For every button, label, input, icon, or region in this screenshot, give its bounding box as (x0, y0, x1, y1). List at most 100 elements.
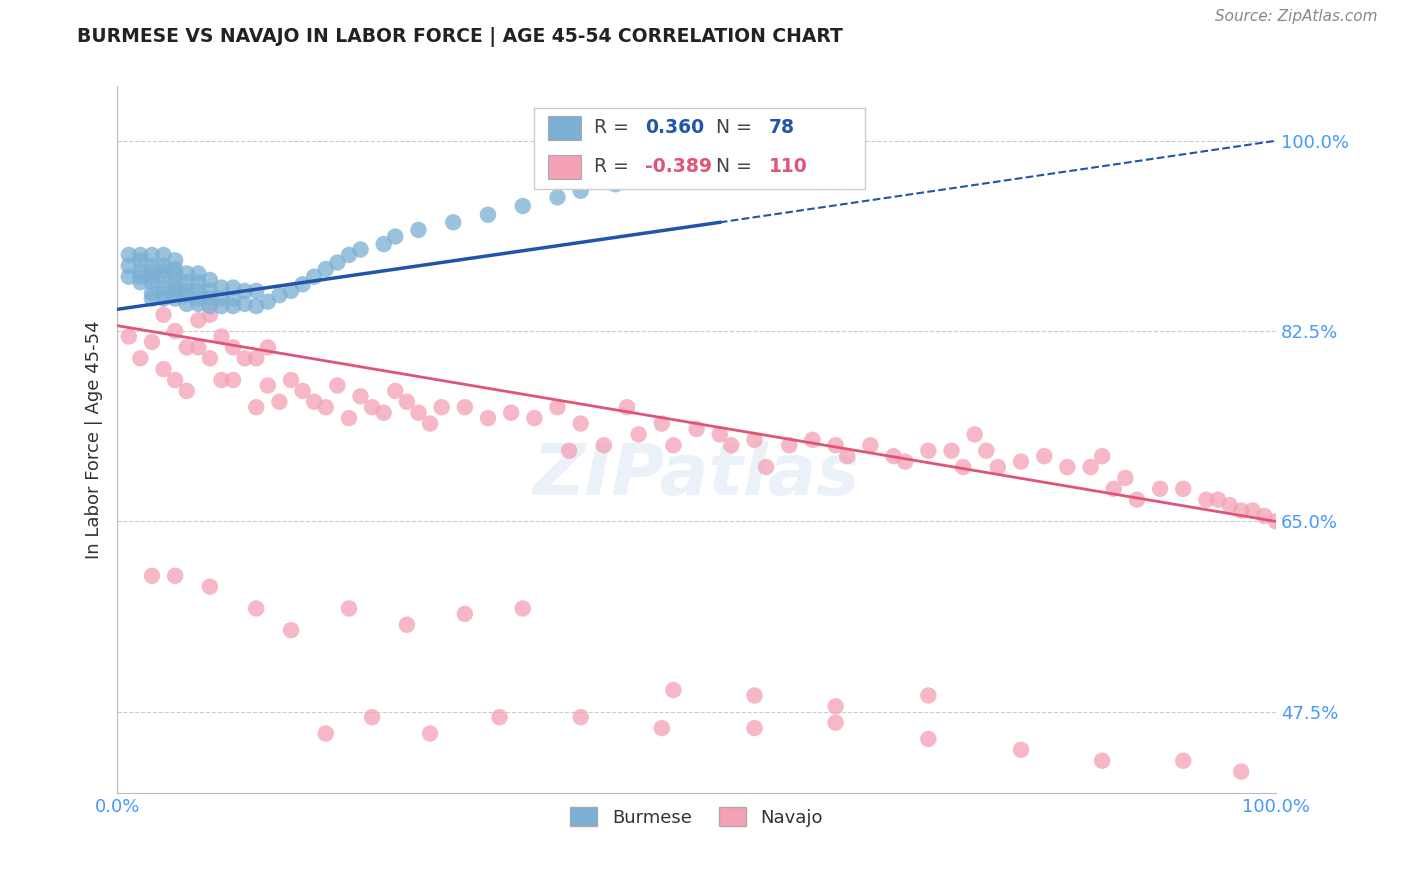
Point (408, 406, 430, 420)
Text: BURMESE VS NAVAJO IN LABOR FORCE | AGE 45-54 CORRELATION CHART: BURMESE VS NAVAJO IN LABOR FORCE | AGE 4… (77, 27, 844, 46)
Point (454, 401, 477, 415)
Point (165, 285, 187, 300)
Point (755, 460, 778, 475)
Point (129, 264, 152, 278)
Point (766, 145, 789, 159)
Point (222, 280, 245, 294)
Point (233, 351, 256, 366)
Point (198, 351, 221, 366)
Point (373, 406, 395, 420)
Point (118, 259, 141, 273)
Point (165, 253, 187, 268)
Point (211, 299, 233, 313)
Point (291, 384, 314, 398)
Point (651, 417, 673, 431)
Point (558, 443, 581, 458)
Point (512, 199, 534, 213)
Text: ZIPatlas: ZIPatlas (533, 441, 860, 509)
Point (569, 184, 592, 198)
Point (211, 329, 233, 343)
Point (187, 340, 209, 354)
Point (685, 161, 707, 175)
Point (1241, 503, 1264, 517)
Point (662, 683, 685, 698)
Point (731, 150, 754, 164)
Point (129, 253, 152, 268)
Point (395, 617, 418, 632)
Point (477, 208, 499, 222)
Point (176, 384, 198, 398)
Point (141, 334, 163, 349)
Point (488, 710, 510, 724)
Point (569, 417, 592, 431)
Point (1219, 498, 1241, 512)
Point (165, 262, 187, 277)
Point (118, 248, 141, 262)
Point (1114, 471, 1136, 485)
Point (974, 443, 997, 458)
Point (129, 269, 152, 284)
Point (165, 324, 187, 338)
Point (801, 433, 824, 447)
Point (141, 269, 163, 284)
Point (141, 264, 163, 278)
Point (1195, 492, 1218, 507)
Point (744, 433, 766, 447)
Point (337, 248, 360, 262)
Point (141, 275, 163, 289)
Point (129, 351, 152, 366)
Point (141, 569, 163, 583)
Point (315, 262, 337, 277)
Point (198, 273, 221, 287)
Point (165, 275, 187, 289)
Point (152, 308, 174, 322)
Point (883, 449, 905, 463)
Point (592, 438, 614, 452)
Point (222, 373, 245, 387)
Y-axis label: In Labor Force | Age 45-54: In Labor Force | Age 45-54 (86, 320, 103, 559)
Point (222, 299, 245, 313)
Point (315, 401, 337, 415)
Point (256, 294, 278, 309)
Point (917, 731, 939, 746)
Point (176, 284, 198, 298)
Point (627, 427, 650, 442)
Point (118, 269, 141, 284)
Point (280, 623, 302, 637)
Point (198, 292, 221, 306)
Point (685, 422, 707, 436)
Point (152, 362, 174, 376)
Point (662, 166, 685, 180)
Point (233, 297, 256, 311)
Point (419, 726, 441, 740)
Point (408, 223, 430, 237)
Point (1102, 482, 1125, 496)
Point (859, 438, 882, 452)
Point (291, 277, 314, 292)
Point (651, 721, 673, 735)
Point (349, 389, 371, 403)
Point (152, 285, 174, 300)
Point (744, 721, 766, 735)
Point (337, 411, 360, 425)
Point (501, 406, 523, 420)
Point (141, 248, 163, 262)
Point (894, 454, 917, 468)
Point (245, 299, 267, 313)
Point (152, 292, 174, 306)
Point (395, 394, 418, 409)
Point (547, 190, 569, 204)
Point (256, 378, 278, 392)
Point (222, 292, 245, 306)
Point (941, 443, 963, 458)
Point (326, 255, 349, 269)
Point (1173, 482, 1195, 496)
Point (280, 373, 302, 387)
Point (1206, 492, 1229, 507)
Point (1010, 743, 1032, 757)
Point (187, 284, 209, 298)
Point (837, 449, 859, 463)
Point (141, 292, 163, 306)
Point (384, 229, 406, 244)
Point (233, 284, 256, 298)
